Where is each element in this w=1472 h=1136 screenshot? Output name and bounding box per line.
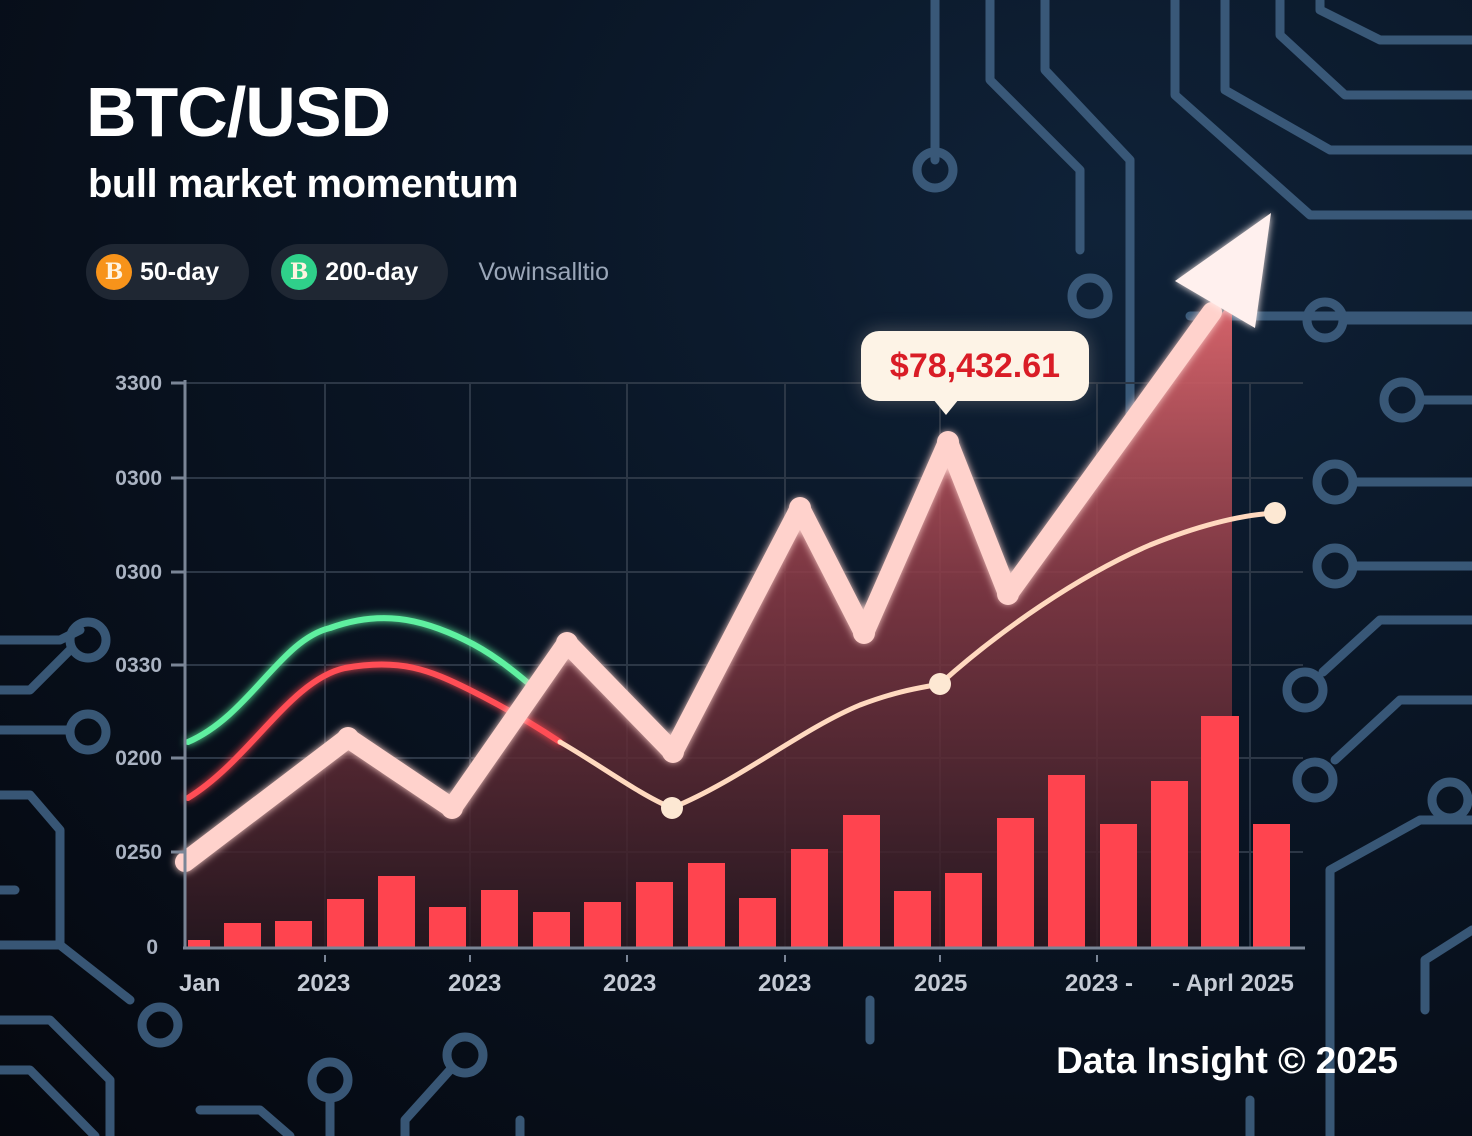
- arrow-up-icon: [1175, 213, 1271, 328]
- x-tick-label: Jan: [179, 970, 221, 997]
- y-tick-label: 0300: [115, 561, 162, 584]
- bitcoin-coin-icon: B: [96, 254, 132, 290]
- x-tick-label: - Aprl 2025: [1172, 970, 1294, 997]
- price-line: [175, 302, 1222, 872]
- x-tick-label: 2023: [448, 970, 502, 997]
- legend-item-extra[interactable]: Vowinsalltio: [478, 257, 609, 286]
- volume-bars: [188, 716, 1290, 948]
- price-area: [185, 300, 1232, 948]
- y-tick-label: 0250: [115, 841, 162, 864]
- chart-title: BTC/USD: [86, 73, 391, 151]
- price-callout: $78,432.61: [861, 331, 1089, 415]
- bitcoin-coin-icon: B: [281, 254, 318, 290]
- x-tick-label: 2023: [297, 970, 351, 997]
- footer-credit: Data Insight © 2025: [1056, 1040, 1398, 1081]
- y-tick-label: 0330: [115, 654, 162, 677]
- axes: [171, 380, 1305, 950]
- legend: B 50-day B 200-day Vowinsalltio: [86, 244, 609, 300]
- price-callout-value: $78,432.61: [889, 346, 1061, 385]
- price-points: [337, 431, 1019, 819]
- x-tick-label: 2025: [914, 970, 968, 997]
- x-tick-label: 2023 -: [1065, 970, 1134, 997]
- legend-label: 50-day: [140, 257, 220, 286]
- ma-200-line: [185, 615, 531, 745]
- y-tick-label: 3300: [115, 372, 162, 395]
- y-tick-label: 0: [146, 936, 158, 959]
- x-tick-label: 2023: [758, 970, 812, 997]
- trend-points: [661, 502, 1286, 819]
- chart-subtitle: bull market momentum: [88, 162, 519, 206]
- legend-label: 200-day: [325, 257, 419, 286]
- x-tick-label: 2023: [603, 970, 657, 997]
- y-tick-label: 0200: [115, 747, 162, 770]
- y-tick-label: 0300: [115, 467, 162, 490]
- legend-item-200-day[interactable]: B 200-day: [271, 244, 449, 300]
- legend-item-50-day[interactable]: B 50-day: [86, 244, 250, 300]
